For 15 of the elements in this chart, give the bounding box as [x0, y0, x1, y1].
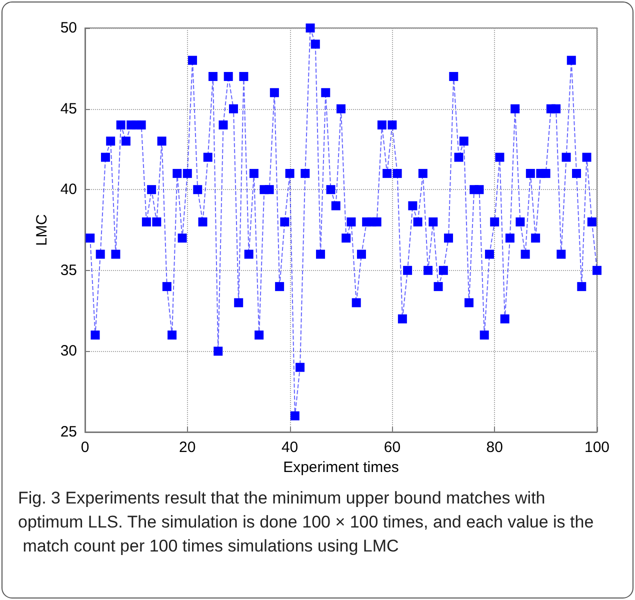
x-tick-label: 60 [384, 439, 401, 456]
x-tick-label: 40 [281, 439, 298, 456]
y-tick-label: 45 [60, 100, 77, 118]
y-tick-label: 50 [60, 20, 77, 36]
x-tick-label: 20 [179, 439, 196, 456]
y-axis-title: LMC [33, 214, 50, 246]
caption: Fig. 3 Experiments result that the minimum upper bound matches with optimum LLS. The simulation is done 100 × 100 times, and each value is the match count per 100 times simulations using LMC [18, 488, 594, 556]
y-tick-label: 40 [60, 181, 77, 198]
y-tick-label: 30 [60, 342, 77, 360]
y-tick-label: 35 [60, 262, 77, 279]
x-tick-label: 0 [80, 439, 90, 456]
x-tick-label: 80 [486, 439, 503, 456]
x-axis-title: Experiment times [283, 458, 399, 476]
x-tick-label: 100 [584, 439, 610, 456]
y-tick-label: 25 [60, 424, 77, 440]
